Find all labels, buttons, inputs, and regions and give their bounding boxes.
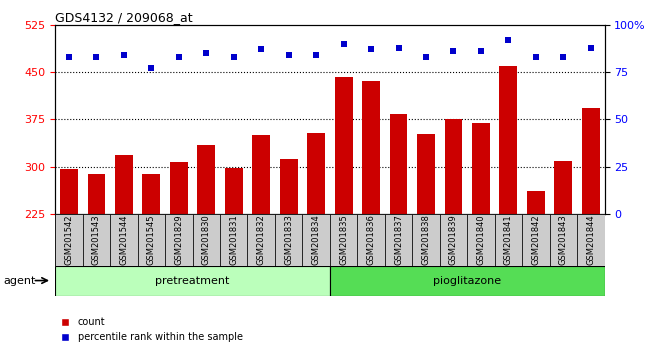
Bar (225, 168, 242, 214)
Bar (385, 214, 412, 266)
Point (421, 54, 431, 60)
Bar (389, 114, 408, 214)
Bar (198, 145, 215, 214)
Point (393, 45, 404, 50)
Bar (192, 214, 220, 266)
Point (174, 54, 184, 60)
Text: GSM201832: GSM201832 (257, 215, 266, 265)
Point (311, 52, 321, 58)
Bar (280, 159, 298, 214)
Bar (115, 155, 133, 214)
Point (503, 37, 514, 43)
Text: GSM201843: GSM201843 (559, 215, 568, 265)
Text: GSM201830: GSM201830 (202, 215, 211, 265)
Bar (138, 214, 165, 266)
Bar (330, 214, 358, 266)
Text: GSM201840: GSM201840 (476, 215, 486, 265)
Point (366, 47, 376, 52)
Point (586, 45, 596, 50)
Point (339, 41, 349, 46)
Bar (55, 266, 330, 296)
Point (530, 54, 541, 60)
Text: GSM201545: GSM201545 (147, 215, 156, 265)
Point (146, 65, 157, 71)
Text: GSM201834: GSM201834 (311, 215, 320, 265)
Bar (55, 214, 83, 266)
Text: GSM201839: GSM201839 (449, 215, 458, 265)
Text: pretreatment: pretreatment (155, 275, 229, 286)
Bar (577, 214, 605, 266)
Bar (111, 214, 138, 266)
Bar (358, 214, 385, 266)
Bar (60, 169, 78, 214)
Text: GSM201842: GSM201842 (531, 215, 540, 265)
Bar (170, 162, 188, 214)
Bar (330, 266, 604, 296)
Bar (582, 108, 600, 214)
Text: GSM201542: GSM201542 (64, 215, 73, 265)
Bar (499, 66, 517, 214)
Text: pioglitazone: pioglitazone (433, 275, 501, 286)
Text: GSM201841: GSM201841 (504, 215, 513, 265)
Text: GSM201836: GSM201836 (367, 215, 376, 265)
Bar (142, 174, 161, 214)
Point (229, 54, 239, 60)
Bar (362, 81, 380, 214)
Point (558, 54, 569, 60)
Bar (417, 134, 435, 214)
Bar (445, 119, 462, 214)
Text: GSM201838: GSM201838 (421, 215, 430, 265)
Bar (439, 214, 467, 266)
Text: GSM201837: GSM201837 (394, 215, 403, 265)
Bar (307, 133, 325, 214)
Bar (495, 214, 522, 266)
Bar (412, 214, 439, 266)
Point (283, 52, 294, 58)
Point (448, 48, 459, 54)
Bar (554, 160, 572, 214)
Text: GDS4132 / 209068_at: GDS4132 / 209068_at (55, 11, 193, 24)
Point (256, 47, 266, 52)
Bar (220, 214, 248, 266)
Bar (527, 191, 545, 214)
Text: GSM201844: GSM201844 (586, 215, 595, 265)
Bar (275, 214, 302, 266)
Text: agent: agent (3, 275, 36, 286)
Bar (252, 135, 270, 214)
Text: GSM201835: GSM201835 (339, 215, 348, 265)
Text: GSM201831: GSM201831 (229, 215, 239, 265)
Point (91, 54, 101, 60)
Bar (472, 123, 490, 214)
Bar (335, 76, 352, 214)
Point (476, 48, 486, 54)
Point (119, 52, 129, 58)
Legend: count, percentile rank within the sample: count, percentile rank within the sample (60, 317, 242, 342)
Bar (88, 175, 105, 214)
Text: GSM201833: GSM201833 (284, 215, 293, 265)
Bar (248, 214, 275, 266)
Bar (165, 214, 192, 266)
Text: GSM201544: GSM201544 (120, 215, 129, 265)
Point (64, 54, 74, 60)
Bar (550, 214, 577, 266)
Bar (83, 214, 110, 266)
Bar (522, 214, 550, 266)
Bar (467, 214, 495, 266)
Text: GSM201543: GSM201543 (92, 215, 101, 265)
Bar (302, 214, 330, 266)
Text: GSM201829: GSM201829 (174, 215, 183, 265)
Point (201, 50, 211, 56)
